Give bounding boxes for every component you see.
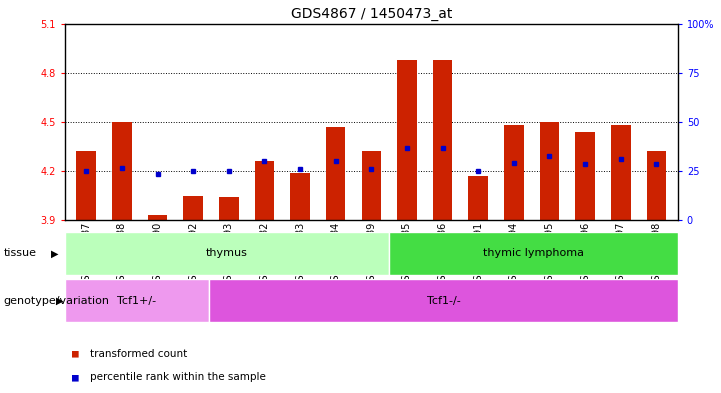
- Bar: [65, 232, 389, 275]
- Text: ■: ■: [72, 372, 79, 382]
- Text: Tcf1-/-: Tcf1-/-: [427, 296, 460, 306]
- Bar: [389, 232, 678, 275]
- Text: transformed count: transformed count: [90, 349, 187, 359]
- Bar: [433, 60, 452, 220]
- Text: genotype/variation: genotype/variation: [4, 296, 110, 306]
- Text: Tcf1+/-: Tcf1+/-: [118, 296, 156, 306]
- Text: tissue: tissue: [4, 248, 37, 259]
- Text: ■: ■: [72, 349, 79, 359]
- Text: thymus: thymus: [206, 248, 248, 259]
- Bar: [326, 127, 345, 220]
- Bar: [397, 60, 417, 220]
- Text: ▶: ▶: [56, 296, 63, 306]
- Bar: [611, 125, 631, 220]
- Text: percentile rank within the sample: percentile rank within the sample: [90, 372, 266, 382]
- Bar: [112, 122, 132, 220]
- Bar: [504, 125, 523, 220]
- Bar: [361, 151, 381, 220]
- Bar: [219, 197, 239, 220]
- Bar: [183, 196, 203, 220]
- Bar: [255, 161, 274, 220]
- Text: thymic lymphoma: thymic lymphoma: [483, 248, 584, 259]
- Bar: [76, 151, 96, 220]
- Bar: [540, 122, 559, 220]
- Bar: [65, 279, 209, 322]
- Bar: [291, 173, 310, 220]
- Bar: [469, 176, 488, 220]
- Bar: [209, 279, 678, 322]
- Bar: [148, 215, 167, 220]
- Text: ▶: ▶: [50, 248, 58, 259]
- Bar: [647, 151, 666, 220]
- Title: GDS4867 / 1450473_at: GDS4867 / 1450473_at: [291, 7, 452, 21]
- Bar: [575, 132, 595, 220]
